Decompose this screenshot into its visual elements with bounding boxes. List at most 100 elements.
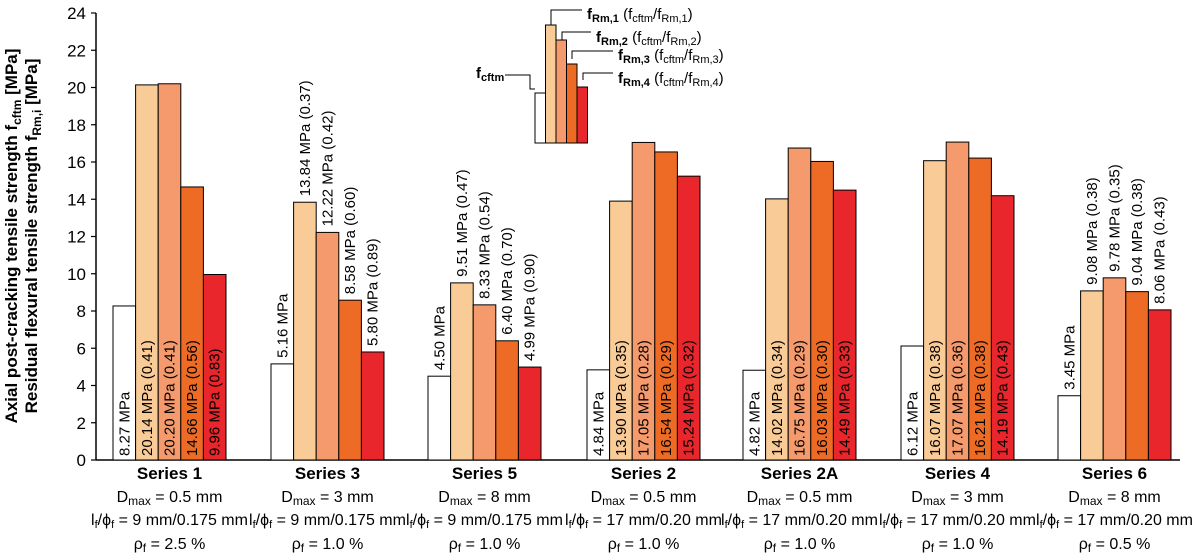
param-fibre-geometry: lf/ϕf = 9 mm/0.175 mm xyxy=(249,512,406,531)
legend-label-frm: fRm,1 (fcftm/fRm,1) xyxy=(587,6,693,25)
legend: fcftm fRm,1 (fcftm/fRm,1) fRm,2 (fcftm/fRm… xyxy=(476,6,724,144)
bar-value-label: 14.02 MPa (0.34) xyxy=(769,340,786,456)
bar xyxy=(1080,290,1104,461)
param-fibre-content: ρf = 0.5 % xyxy=(1079,536,1151,555)
bar xyxy=(990,195,1015,461)
bar-value-label: 8.58 MPa (0.60) xyxy=(342,187,359,295)
bar xyxy=(202,273,227,461)
bar xyxy=(338,299,362,461)
legend-label-frm: fRm,2 (fcftm/fRm,2) xyxy=(596,29,702,48)
param-fibre-geometry: lf/ϕf = 17 mm/0.20 mm xyxy=(721,512,878,531)
bar-value-label: 9.04 MPa (0.38) xyxy=(1129,178,1146,286)
param-dmax: Dmax = 0.5 mm xyxy=(747,489,853,508)
y-tick-label: 2 xyxy=(77,414,86,433)
bar-value-label: 6.40 MPa (0.70) xyxy=(499,227,516,335)
series-title: Series 1 xyxy=(137,464,202,483)
bar-value-label: 5.16 MPa xyxy=(274,293,291,358)
param-fibre-content: ρf = 1.0 % xyxy=(449,536,521,555)
bar xyxy=(472,304,497,461)
bar xyxy=(676,175,701,461)
legend-swatch xyxy=(576,86,588,144)
bar-value-label: 16.54 MPa (0.29) xyxy=(658,340,675,456)
param-fibre-geometry: lf/ϕf = 9 mm/0.175 mm xyxy=(91,512,248,531)
bar xyxy=(1102,277,1127,461)
legend-swatch xyxy=(555,39,567,144)
param-fibre-content: ρf = 1.0 % xyxy=(292,536,364,555)
param-dmax: Dmax = 3 mm xyxy=(281,489,373,508)
bar-value-label: 9.51 MPa (0.47) xyxy=(454,169,471,277)
y-axis-title-line1: Axial post-cracking tensile strength fcf… xyxy=(2,49,24,424)
bar-value-label: 3.45 MPa xyxy=(1061,325,1078,390)
y-tick-label: 10 xyxy=(67,265,86,284)
legend-label-frm: fRm,4 (fcftm/fRm,4) xyxy=(618,70,724,89)
param-fibre-content: ρf = 1.0 % xyxy=(922,536,994,555)
x-categories: Series 1 Dmax = 0.5 mm lf/ϕf = 9 mm/0.175 … xyxy=(91,464,1193,555)
bar-value-label: 5.80 MPa (0.89) xyxy=(365,238,382,346)
series-title: Series 4 xyxy=(925,464,991,483)
bar-value-label: 8.27 MPa xyxy=(116,391,133,456)
bar-value-label: 16.03 MPa (0.30) xyxy=(814,340,831,456)
param-dmax: Dmax = 8 mm xyxy=(438,489,530,508)
series-title: Series 3 xyxy=(295,464,360,483)
bar-value-label: 4.50 MPa xyxy=(431,305,448,370)
bar xyxy=(293,201,317,461)
bar-value-label: 12.22 MPa (0.42) xyxy=(320,110,337,226)
y-tick-label: 24 xyxy=(67,4,86,23)
y-tick-label: 4 xyxy=(77,377,86,396)
bar-value-label: 20.14 MPa (0.41) xyxy=(139,340,156,456)
y-tick-label: 20 xyxy=(67,79,86,98)
bar-value-label: 16.07 MPa (0.38) xyxy=(927,340,944,456)
y-tick-label: 8 xyxy=(77,302,86,321)
legend-label-frm: fRm,3 (fcftm/fRm,3) xyxy=(618,47,724,66)
bar-value-label: 13.90 MPa (0.35) xyxy=(613,340,630,456)
bar xyxy=(1057,395,1082,461)
param-fibre-content: ρf = 1.0 % xyxy=(608,536,680,555)
param-dmax: Dmax = 0.5 mm xyxy=(591,489,697,508)
bar-labels: 8.27 MPa 20.14 MPa (0.41) 20.20 MPa (0.41)… xyxy=(116,80,1168,456)
bar xyxy=(1147,309,1172,461)
bar-value-label: 20.20 MPa (0.41) xyxy=(162,340,179,456)
bar xyxy=(315,231,340,461)
bar-value-label: 14.49 MPa (0.33) xyxy=(837,340,854,456)
bars xyxy=(112,83,1172,461)
legend-leader xyxy=(561,31,591,40)
param-fibre-geometry: lf/ϕf = 17 mm/0.20 mm xyxy=(1036,512,1193,531)
series-title: Series 2A xyxy=(761,464,839,483)
bar-value-label: 9.08 MPa (0.38) xyxy=(1084,177,1101,285)
bar-value-label: 14.19 MPa (0.43) xyxy=(995,340,1012,456)
param-dmax: Dmax = 0.5 mm xyxy=(117,489,223,508)
bar-value-label: 16.21 MPa (0.38) xyxy=(972,340,989,456)
param-fibre-geometry: lf/ϕf = 9 mm/0.175 mm xyxy=(406,512,563,531)
y-tick-label: 16 xyxy=(67,153,86,172)
bar-value-label: 9.96 MPa (0.83) xyxy=(207,348,224,456)
bar xyxy=(1125,291,1149,461)
bar xyxy=(427,375,452,461)
y-tick-label: 14 xyxy=(67,190,86,209)
bar-value-label: 14.66 MPa (0.56) xyxy=(184,340,201,456)
legend-swatch xyxy=(545,24,557,144)
y-tick-label: 12 xyxy=(67,228,86,247)
bar-value-label: 8.06 MPa (0.43) xyxy=(1152,196,1169,304)
legend-leader xyxy=(582,72,613,80)
y-axis-title-line2: Residual flexural tensile strength fRm,i… xyxy=(22,59,44,414)
legend-swatch xyxy=(566,63,578,144)
param-dmax: Dmax = 8 mm xyxy=(1068,489,1160,508)
bar xyxy=(495,340,519,461)
bar-value-label: 15.24 MPa (0.32) xyxy=(681,340,698,456)
bar xyxy=(360,351,385,461)
y-tick-label: 18 xyxy=(67,116,86,135)
bar xyxy=(450,282,474,461)
series-title: Series 2 xyxy=(611,464,676,483)
y-tick-label: 22 xyxy=(67,41,86,60)
param-fibre-geometry: lf/ϕf = 17 mm/0.20 mm xyxy=(565,512,722,531)
bar-value-label: 17.05 MPa (0.28) xyxy=(636,340,653,456)
legend-leader xyxy=(505,74,535,90)
bar-value-label: 4.82 MPa xyxy=(746,391,763,456)
series-title: Series 6 xyxy=(1082,464,1147,483)
bar-value-label: 6.12 MPa xyxy=(904,391,921,456)
param-dmax: Dmax = 3 mm xyxy=(911,489,1003,508)
legend-leader xyxy=(550,9,582,25)
bar xyxy=(517,366,542,461)
bar-value-label: 9.78 MPa (0.35) xyxy=(1107,164,1124,272)
